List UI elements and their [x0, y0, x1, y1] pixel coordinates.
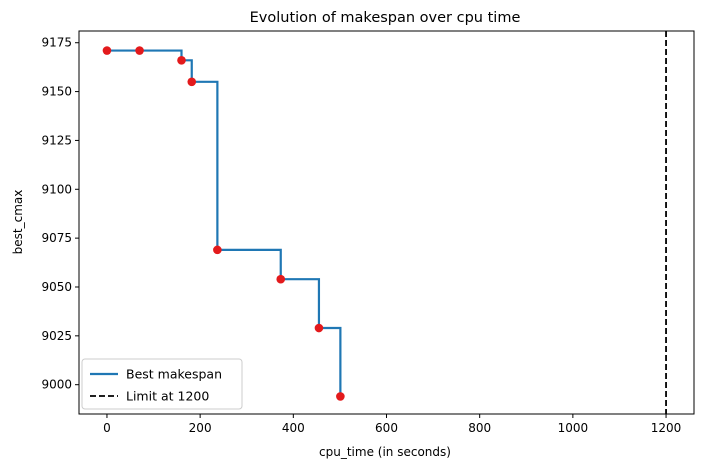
plot-area [102, 31, 667, 414]
legend-label-best-makespan: Best makespan [126, 367, 222, 382]
x-tick-label: 0 [103, 421, 111, 435]
data-point [314, 323, 324, 333]
x-tick-label: 800 [468, 421, 491, 435]
x-axis-title: cpu_time (in seconds) [319, 445, 451, 459]
x-axis: 0 200 400 600 800 1000 1200 [103, 414, 681, 435]
x-tick-label: 200 [189, 421, 212, 435]
y-tick-label: 9150 [41, 85, 72, 99]
chart-title: Evolution of makespan over cpu time [250, 10, 521, 26]
data-point [102, 46, 112, 55]
y-tick-label: 9075 [41, 231, 72, 245]
y-axis: 9000 9025 9050 9075 9100 9125 9150 9175 [41, 36, 79, 392]
series-line-best-makespan [106, 49, 342, 397]
data-point [187, 77, 197, 87]
data-point [177, 56, 186, 65]
y-tick-label: 9125 [41, 133, 72, 147]
legend: Best makespan Limit at 1200 [81, 358, 243, 410]
data-point [135, 46, 144, 55]
data-point [213, 245, 222, 255]
legend-box [81, 358, 243, 410]
y-tick-label: 9100 [41, 182, 72, 196]
x-tick-label: 600 [375, 421, 398, 435]
x-tick-label: 1200 [651, 421, 682, 435]
legend-label-limit: Limit at 1200 [126, 389, 209, 404]
y-axis-title: best_cmax [11, 190, 25, 255]
data-point [336, 392, 345, 401]
data-point [276, 274, 286, 284]
x-tick-label: 1000 [558, 421, 589, 435]
y-tick-label: 9025 [41, 329, 72, 343]
y-tick-label: 9050 [41, 280, 72, 294]
y-tick-label: 9000 [41, 378, 72, 392]
x-tick-label: 400 [282, 421, 305, 435]
y-tick-label: 9175 [41, 36, 72, 50]
